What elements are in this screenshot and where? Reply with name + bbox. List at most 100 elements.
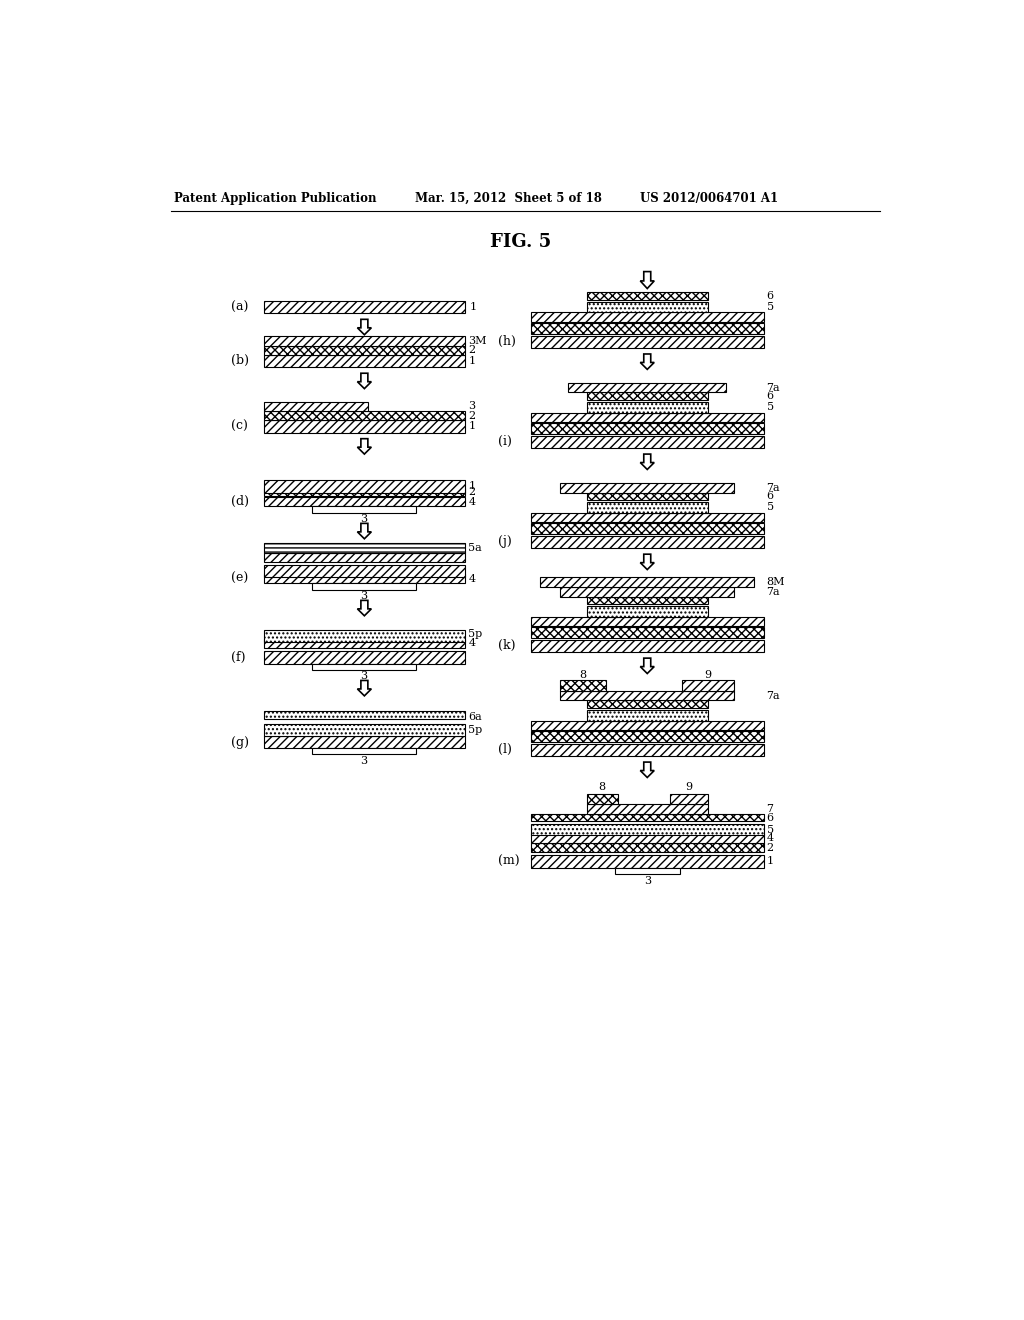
Bar <box>311 748 417 755</box>
Bar <box>531 335 764 348</box>
Bar <box>531 512 764 521</box>
Polygon shape <box>357 524 372 539</box>
Polygon shape <box>357 374 372 388</box>
Bar <box>531 813 764 821</box>
Text: 3: 3 <box>360 591 368 601</box>
Bar <box>587 701 708 708</box>
Bar <box>263 480 465 492</box>
Text: FIG. 5: FIG. 5 <box>489 232 551 251</box>
Text: 9: 9 <box>705 671 712 680</box>
Text: 4: 4 <box>468 574 475 583</box>
Bar <box>531 834 764 843</box>
Text: 8M: 8M <box>767 577 785 587</box>
Bar <box>531 424 764 434</box>
Text: (e): (e) <box>231 573 249 585</box>
Bar <box>587 392 708 400</box>
Bar <box>263 574 465 583</box>
Text: 5p: 5p <box>468 630 482 639</box>
Text: 3M: 3M <box>468 335 486 346</box>
Polygon shape <box>640 454 654 470</box>
Text: (d): (d) <box>231 495 249 508</box>
Bar <box>263 346 465 355</box>
Polygon shape <box>640 554 654 570</box>
Text: 3: 3 <box>360 671 368 681</box>
Text: 8: 8 <box>580 671 587 680</box>
Text: 5: 5 <box>767 302 774 312</box>
Bar <box>614 867 680 874</box>
Polygon shape <box>357 681 372 696</box>
Text: 4: 4 <box>468 496 475 507</box>
Bar <box>531 731 764 742</box>
Text: (l): (l) <box>499 743 512 756</box>
Bar <box>682 681 734 692</box>
Bar <box>263 401 369 411</box>
Bar <box>531 616 764 626</box>
Bar <box>263 488 465 496</box>
Bar <box>531 536 764 548</box>
Bar <box>587 793 617 804</box>
Bar <box>263 420 465 433</box>
Bar <box>560 681 606 692</box>
Text: 1: 1 <box>468 482 475 491</box>
Bar <box>263 711 465 719</box>
Text: 6: 6 <box>767 292 774 301</box>
Bar <box>263 651 465 664</box>
Bar <box>263 630 465 642</box>
Text: (j): (j) <box>499 536 512 548</box>
Polygon shape <box>357 438 372 454</box>
Text: 1: 1 <box>470 302 477 312</box>
Text: Mar. 15, 2012  Sheet 5 of 18: Mar. 15, 2012 Sheet 5 of 18 <box>415 191 602 205</box>
Bar <box>531 825 764 836</box>
Bar <box>263 498 465 507</box>
Text: (a): (a) <box>231 301 249 314</box>
Text: 8: 8 <box>599 783 606 792</box>
Polygon shape <box>640 659 654 673</box>
Bar <box>263 355 465 367</box>
Bar <box>587 401 708 412</box>
Text: (b): (b) <box>231 354 249 367</box>
Text: 2: 2 <box>468 411 475 421</box>
Bar <box>531 627 764 638</box>
Text: 5a: 5a <box>468 543 482 553</box>
Text: 4: 4 <box>468 639 475 648</box>
Bar <box>587 293 708 300</box>
Text: 1: 1 <box>468 421 475 432</box>
Bar <box>531 721 764 730</box>
Bar <box>587 492 708 500</box>
Text: (f): (f) <box>231 651 246 664</box>
Bar <box>263 639 465 648</box>
Text: 7a: 7a <box>767 690 780 701</box>
Bar <box>560 483 734 492</box>
Text: 6: 6 <box>767 813 774 822</box>
Text: 3: 3 <box>360 755 368 766</box>
Text: 6: 6 <box>767 391 774 401</box>
Bar <box>263 553 465 562</box>
Text: 6a: 6a <box>468 711 482 722</box>
Bar <box>531 524 764 535</box>
Text: (m): (m) <box>499 855 520 869</box>
Bar <box>587 710 708 721</box>
Bar <box>263 544 465 553</box>
Polygon shape <box>357 319 372 335</box>
Polygon shape <box>640 354 654 370</box>
Text: 2: 2 <box>468 345 475 355</box>
Bar <box>560 692 734 701</box>
Text: (k): (k) <box>499 639 516 652</box>
Text: 1: 1 <box>468 356 475 366</box>
Bar <box>531 855 764 867</box>
Bar <box>531 323 764 334</box>
Bar <box>263 337 465 346</box>
Bar <box>560 587 734 597</box>
Text: 2: 2 <box>767 842 774 853</box>
Polygon shape <box>640 272 654 289</box>
Bar <box>263 411 465 420</box>
Polygon shape <box>640 762 654 777</box>
Text: 3: 3 <box>468 401 475 412</box>
Polygon shape <box>357 601 372 615</box>
Bar <box>568 383 726 392</box>
Bar <box>587 502 708 512</box>
Bar <box>263 301 465 313</box>
Bar <box>531 843 764 853</box>
Text: 6: 6 <box>767 491 774 502</box>
Bar <box>531 412 764 422</box>
